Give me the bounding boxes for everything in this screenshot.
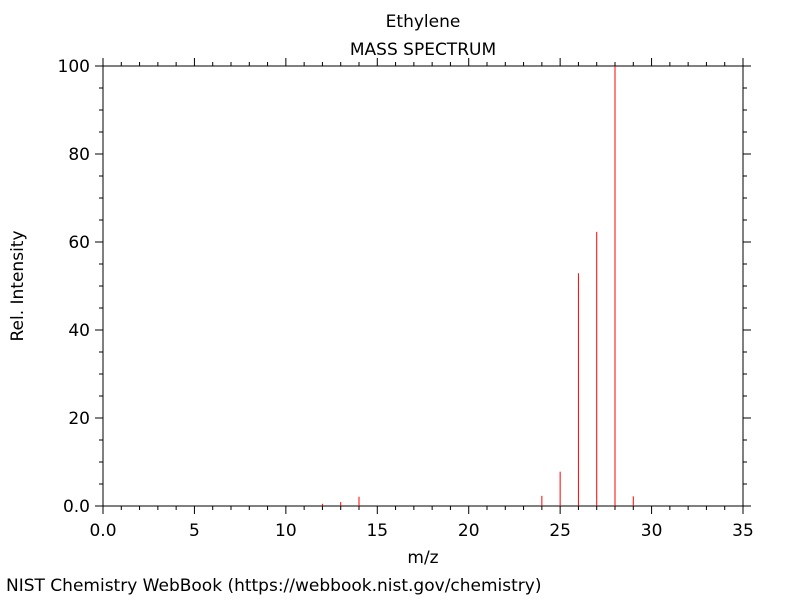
x-tick-label: 30 — [641, 521, 663, 541]
y-tick-label: 80 — [68, 145, 90, 165]
x-tick-label: 25 — [549, 521, 571, 541]
x-tick-label: 10 — [275, 521, 297, 541]
chart-subtitle: MASS SPECTRUM — [350, 40, 496, 60]
y-tick-label: 40 — [68, 321, 90, 341]
source-credit: NIST Chemistry WebBook (https://webbook.… — [6, 576, 542, 596]
plot-frame — [102, 65, 744, 507]
x-tick-label: 0.0 — [89, 521, 116, 541]
x-tick-label: 15 — [366, 521, 388, 541]
x-tick-label: 5 — [189, 521, 200, 541]
y-axis-label: Rel. Intensity — [8, 230, 28, 341]
major-ticks — [95, 58, 751, 514]
y-tick-label: 20 — [68, 409, 90, 429]
y-tick-labels: 0.0 20 40 60 80 100 — [58, 57, 90, 517]
spectrum-peaks — [321, 66, 634, 506]
x-tick-label: 20 — [458, 521, 480, 541]
y-tick-label: 60 — [68, 233, 90, 253]
minor-ticks — [99, 62, 747, 510]
x-axis-label: m/z — [407, 548, 438, 568]
chart-title: Ethylene — [386, 12, 461, 32]
x-tick-labels: 0.0 5 10 15 20 25 30 35 — [89, 521, 753, 541]
y-tick-label: 100 — [58, 57, 90, 77]
y-tick-label: 0.0 — [63, 497, 90, 517]
x-tick-label: 35 — [732, 521, 754, 541]
